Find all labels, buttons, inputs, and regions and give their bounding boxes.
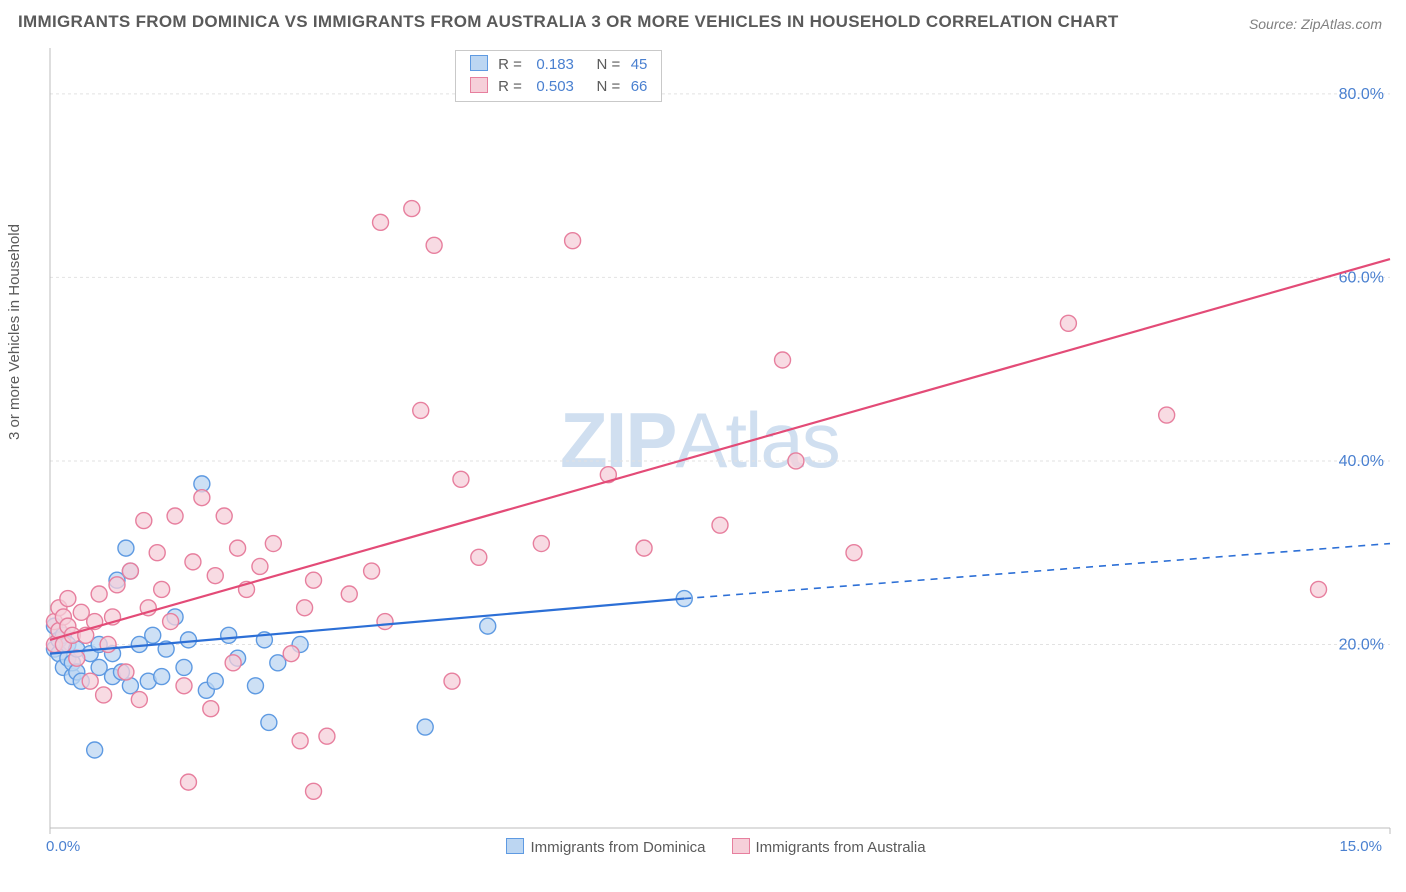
data-point <box>788 453 804 469</box>
data-point <box>533 536 549 552</box>
data-point <box>180 632 196 648</box>
data-point <box>225 655 241 671</box>
data-point <box>118 664 134 680</box>
data-point <box>261 714 277 730</box>
legend-swatch <box>506 838 524 854</box>
data-point <box>149 545 165 561</box>
data-point <box>154 669 170 685</box>
data-point <box>283 646 299 662</box>
source-label: Source: ZipAtlas.com <box>1249 16 1382 32</box>
data-point <box>364 563 380 579</box>
data-point <box>426 237 442 253</box>
svg-text:80.0%: 80.0% <box>1339 86 1384 103</box>
data-point <box>413 402 429 418</box>
data-point <box>87 742 103 758</box>
data-point <box>131 692 147 708</box>
data-point <box>373 214 389 230</box>
svg-text:20.0%: 20.0% <box>1339 636 1384 653</box>
data-point <box>207 568 223 584</box>
data-point <box>252 558 268 574</box>
data-point <box>712 517 728 533</box>
stats-row: R = 0.183 N = 45 <box>470 54 647 76</box>
data-point <box>96 687 112 703</box>
data-point <box>194 490 210 506</box>
data-point <box>306 572 322 588</box>
data-point <box>203 701 219 717</box>
data-point <box>292 733 308 749</box>
data-point <box>775 352 791 368</box>
data-point <box>453 471 469 487</box>
data-point <box>163 614 179 630</box>
data-point <box>480 618 496 634</box>
data-point <box>118 540 134 556</box>
regression-extrapolation <box>684 544 1390 599</box>
data-point <box>247 678 263 694</box>
data-point <box>636 540 652 556</box>
data-point <box>207 673 223 689</box>
data-point <box>216 508 232 524</box>
data-point <box>154 581 170 597</box>
data-point <box>82 673 98 689</box>
regression-line <box>50 259 1390 640</box>
data-point <box>185 554 201 570</box>
stats-legend: R = 0.183 N = 45 R = 0.503 N = 66 <box>455 50 662 102</box>
data-point <box>1311 581 1327 597</box>
series-legend: Immigrants from Dominica Immigrants from … <box>0 838 1406 856</box>
data-point <box>417 719 433 735</box>
data-point <box>341 586 357 602</box>
data-point <box>60 591 76 607</box>
data-point <box>1060 315 1076 331</box>
data-point <box>136 513 152 529</box>
data-point <box>145 627 161 643</box>
data-point <box>221 627 237 643</box>
chart-title: IMMIGRANTS FROM DOMINICA VS IMMIGRANTS F… <box>18 12 1119 32</box>
data-point <box>265 536 281 552</box>
data-point <box>471 549 487 565</box>
data-point <box>176 659 192 675</box>
data-point <box>404 201 420 217</box>
data-point <box>846 545 862 561</box>
data-point <box>167 508 183 524</box>
data-point <box>91 586 107 602</box>
data-point <box>565 233 581 249</box>
data-point <box>122 563 138 579</box>
correlation-chart: 20.0%40.0%60.0%80.0% <box>50 48 1390 828</box>
data-point <box>306 783 322 799</box>
data-point <box>109 577 125 593</box>
legend-label: Immigrants from Dominica <box>530 839 705 856</box>
stats-row: R = 0.503 N = 66 <box>470 76 647 98</box>
legend-swatch <box>732 838 750 854</box>
data-point <box>176 678 192 694</box>
y-axis-label: 3 or more Vehicles in Household <box>6 224 23 440</box>
data-point <box>297 600 313 616</box>
data-point <box>1159 407 1175 423</box>
data-point <box>319 728 335 744</box>
data-point <box>180 774 196 790</box>
legend-label: Immigrants from Australia <box>756 839 926 856</box>
data-point <box>230 540 246 556</box>
data-point <box>377 614 393 630</box>
data-point <box>444 673 460 689</box>
svg-text:40.0%: 40.0% <box>1339 453 1384 470</box>
